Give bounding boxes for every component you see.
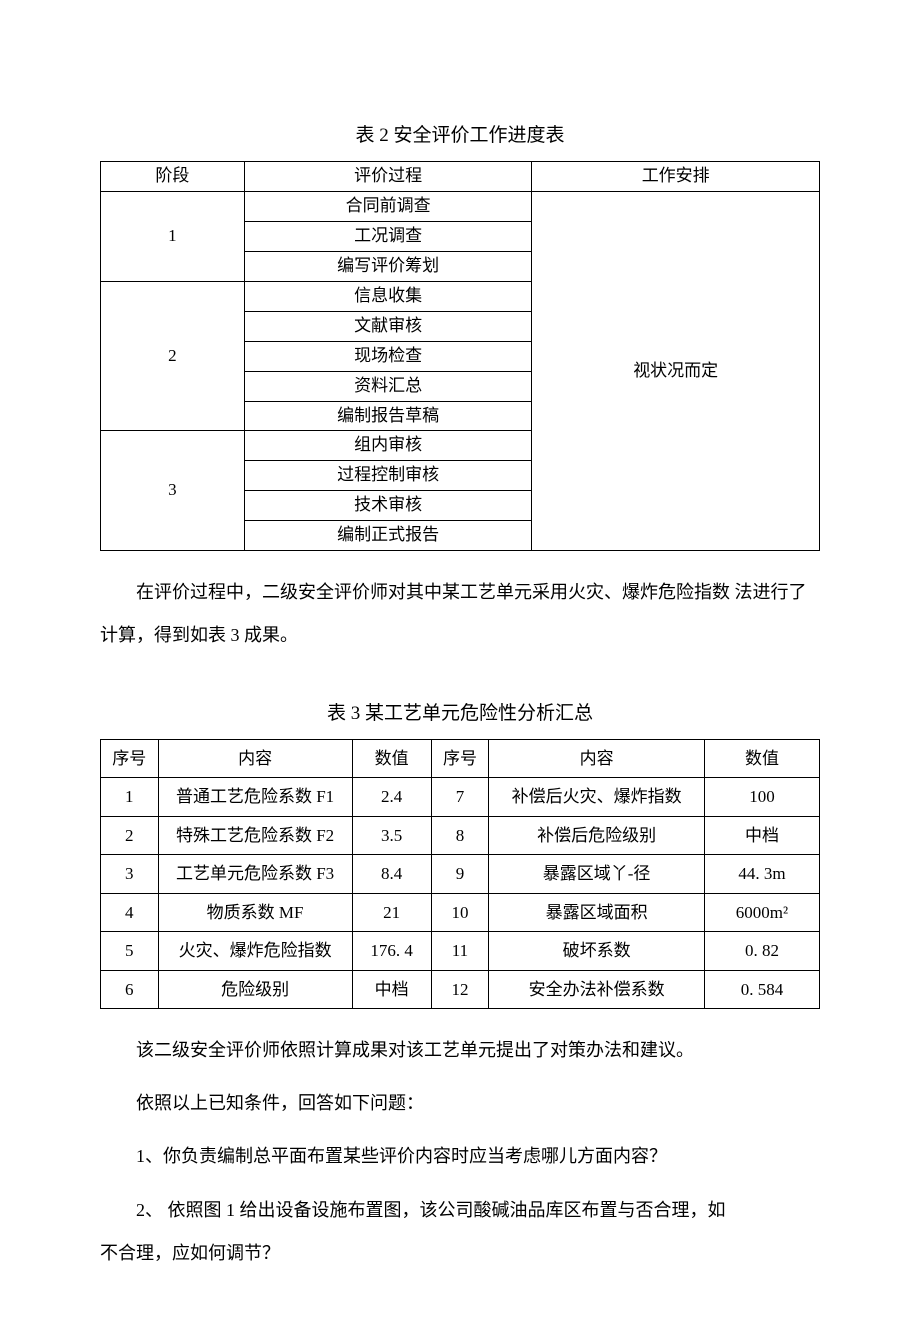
table3-cell: 12 (431, 970, 489, 1009)
table3-cell: 6 (101, 970, 159, 1009)
table-row: 4 物质系数 MF 21 10 暴露区域面积 6000m² (101, 893, 820, 932)
table2-process-cell: 技术审核 (244, 491, 532, 521)
table2-header-schedule: 工作安排 (532, 162, 820, 192)
table3-cell: 8.4 (352, 855, 431, 894)
question-2-line1: 2、 依照图 1 给出设备设施布置图，该公司酸碱油品库区布置与否合理，如 (100, 1189, 820, 1232)
table3-cell: 破坏系数 (489, 932, 705, 971)
table3-title: 表 3 某工艺单元危险性分析汇总 (100, 698, 820, 725)
table3-cell: 1 (101, 778, 159, 817)
table2-header-row: 阶段 评价过程 工作安排 (101, 162, 820, 192)
table3-cell: 火灾、爆炸危险指数 (158, 932, 352, 971)
table-row: 5 火灾、爆炸危险指数 176. 4 11 破坏系数 0. 82 (101, 932, 820, 971)
table2-process-cell: 编写评价筹划 (244, 251, 532, 281)
table2-process-cell: 编制正式报告 (244, 521, 532, 551)
table2-stage-cell: 1 (101, 191, 245, 281)
table3-cell: 暴露区域面积 (489, 893, 705, 932)
table2-process-cell: 组内审核 (244, 431, 532, 461)
table3-cell: 特殊工艺危险系数 F2 (158, 816, 352, 855)
table3-cell: 危险级别 (158, 970, 352, 1009)
table2-process-cell: 过程控制审核 (244, 461, 532, 491)
table2-process-cell: 合同前调查 (244, 191, 532, 221)
table2-header-stage: 阶段 (101, 162, 245, 192)
table2-process-cell: 信息收集 (244, 281, 532, 311)
table3-header-row: 序号 内容 数值 序号 内容 数值 (101, 739, 820, 778)
table3-cell: 物质系数 MF (158, 893, 352, 932)
table2-header-process: 评价过程 (244, 162, 532, 192)
paragraph-2: 该二级安全评价师依照计算成果对该工艺单元提出了对策办法和建议。 (100, 1029, 820, 1072)
table2-process-cell: 文献审核 (244, 311, 532, 341)
table-row: 1 普通工艺危险系数 F1 2.4 7 补偿后火灾、爆炸指数 100 (101, 778, 820, 817)
table2-stage-cell: 3 (101, 431, 245, 551)
table3-cell: 安全办法补偿系数 (489, 970, 705, 1009)
table3-cell: 100 (704, 778, 819, 817)
table3-cell: 10 (431, 893, 489, 932)
table2-stage-cell: 2 (101, 281, 245, 431)
table3-cell: 5 (101, 932, 159, 971)
table3-cell: 21 (352, 893, 431, 932)
table3-cell: 中档 (704, 816, 819, 855)
table3-header-content2: 内容 (489, 739, 705, 778)
paragraph-1: 在评价过程中，二级安全评价师对其中某工艺单元采用火灾、爆炸危险指数 法进行了计算… (100, 571, 820, 657)
table3-cell: 普通工艺危险系数 F1 (158, 778, 352, 817)
table-row: 3 工艺单元危险系数 F3 8.4 9 暴露区域丫-径 44. 3m (101, 855, 820, 894)
table3-cell: 44. 3m (704, 855, 819, 894)
table3-header-seq2: 序号 (431, 739, 489, 778)
table3-cell: 工艺单元危险系数 F3 (158, 855, 352, 894)
table-row: 1 合同前调查 视状况而定 (101, 191, 820, 221)
table3-cell: 8 (431, 816, 489, 855)
table3-cell: 中档 (352, 970, 431, 1009)
table2-process-cell: 工况调查 (244, 221, 532, 251)
table2: 阶段 评价过程 工作安排 1 合同前调查 视状况而定 工况调查 编写评价筹划 2… (100, 161, 820, 551)
table3-cell: 补偿后危险级别 (489, 816, 705, 855)
table3: 序号 内容 数值 序号 内容 数值 1 普通工艺危险系数 F1 2.4 7 补偿… (100, 739, 820, 1010)
table3-cell: 2.4 (352, 778, 431, 817)
table3-header-seq1: 序号 (101, 739, 159, 778)
paragraph-3: 依照以上已知条件，回答如下问题： (100, 1082, 820, 1125)
table3-cell: 9 (431, 855, 489, 894)
table3-cell: 4 (101, 893, 159, 932)
table3-cell: 补偿后火灾、爆炸指数 (489, 778, 705, 817)
table3-cell: 暴露区域丫-径 (489, 855, 705, 894)
table2-process-cell: 资料汇总 (244, 371, 532, 401)
table2-schedule-merged: 视状况而定 (532, 191, 820, 550)
document-page: 表 2 安全评价工作进度表 阶段 评价过程 工作安排 1 合同前调查 视状况而定… (0, 0, 920, 1335)
table-row: 6 危险级别 中档 12 安全办法补偿系数 0. 584 (101, 970, 820, 1009)
table3-cell: 0. 82 (704, 932, 819, 971)
table3-cell: 2 (101, 816, 159, 855)
table3-header-content1: 内容 (158, 739, 352, 778)
table2-process-cell: 编制报告草稿 (244, 401, 532, 431)
table3-cell: 176. 4 (352, 932, 431, 971)
table-row: 2 特殊工艺危险系数 F2 3.5 8 补偿后危险级别 中档 (101, 816, 820, 855)
question-2-line2: 不合理，应如何调节？ (100, 1232, 820, 1275)
table2-title: 表 2 安全评价工作进度表 (100, 120, 820, 147)
question-1: 1、你负责编制总平面布置某些评价内容时应当考虑哪儿方面内容？ (100, 1135, 820, 1178)
table2-process-cell: 现场检查 (244, 341, 532, 371)
table3-cell: 3.5 (352, 816, 431, 855)
table3-cell: 6000m² (704, 893, 819, 932)
table3-cell: 0. 584 (704, 970, 819, 1009)
table3-cell: 3 (101, 855, 159, 894)
table3-cell: 11 (431, 932, 489, 971)
table3-header-value1: 数值 (352, 739, 431, 778)
table3-header-value2: 数值 (704, 739, 819, 778)
table3-cell: 7 (431, 778, 489, 817)
